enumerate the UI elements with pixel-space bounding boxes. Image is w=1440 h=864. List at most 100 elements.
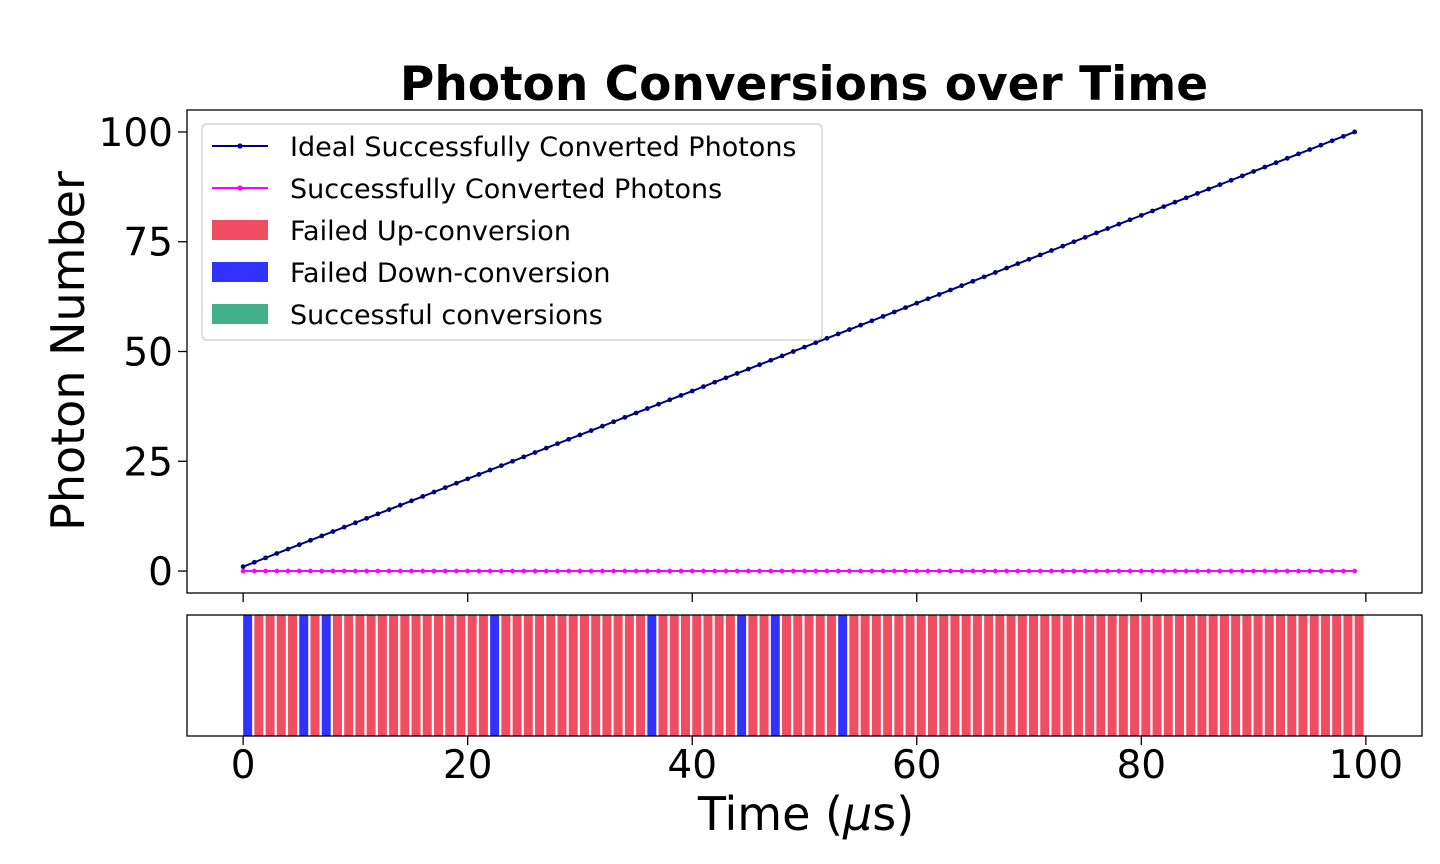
data-point bbox=[1217, 568, 1223, 574]
data-point bbox=[397, 568, 403, 574]
y-tick-label: 50 bbox=[123, 331, 173, 376]
data-point bbox=[566, 436, 572, 442]
x-tick-label: 20 bbox=[443, 743, 493, 788]
data-point bbox=[1049, 248, 1054, 253]
bar-failed-up-conversion bbox=[254, 615, 264, 736]
data-point bbox=[745, 366, 751, 372]
bar-failed-up-conversion bbox=[703, 615, 713, 736]
bar-failed-up-conversion bbox=[939, 615, 949, 736]
bar-failed-up-conversion bbox=[501, 615, 511, 736]
legend-label: Failed Down-conversion bbox=[290, 258, 611, 289]
data-point bbox=[1105, 568, 1111, 574]
data-point bbox=[577, 568, 583, 574]
data-point bbox=[869, 568, 875, 574]
bar-failed-up-conversion bbox=[434, 615, 443, 736]
bar-failed-up-conversion bbox=[860, 615, 870, 736]
data-point bbox=[600, 423, 605, 429]
bar-failed-up-conversion bbox=[916, 615, 926, 736]
data-point bbox=[296, 568, 302, 574]
bar-failed-up-conversion bbox=[681, 615, 690, 736]
data-point bbox=[712, 379, 718, 385]
data-point bbox=[992, 270, 998, 275]
data-point bbox=[1026, 256, 1032, 262]
data-point bbox=[1183, 568, 1189, 574]
data-point bbox=[1015, 261, 1021, 267]
data-point bbox=[375, 511, 381, 517]
bar-failed-up-conversion bbox=[961, 615, 971, 736]
legend-marker bbox=[237, 143, 243, 149]
data-point bbox=[1318, 142, 1324, 148]
data-point bbox=[1172, 199, 1178, 205]
bar-failed-up-conversion bbox=[1264, 615, 1274, 736]
bar-failed-up-conversion bbox=[748, 615, 758, 736]
data-point bbox=[1352, 568, 1358, 574]
y-axis-ticks: 0 25 50 75 100 bbox=[99, 111, 187, 595]
data-point bbox=[566, 568, 572, 574]
y-tick-label: 25 bbox=[123, 440, 173, 485]
main-x-axis-ticks bbox=[242, 593, 1367, 602]
y-axis-label: Photon Number bbox=[41, 171, 95, 531]
bar-failed-up-conversion bbox=[1029, 615, 1039, 736]
data-point bbox=[1004, 265, 1009, 271]
data-point bbox=[1150, 568, 1155, 574]
data-point bbox=[285, 546, 291, 552]
data-point bbox=[925, 296, 931, 302]
data-point bbox=[667, 397, 673, 403]
data-point bbox=[1206, 568, 1212, 574]
data-point bbox=[936, 568, 942, 574]
bar-failed-up-conversion bbox=[1186, 615, 1196, 736]
data-point bbox=[734, 568, 740, 574]
bar-failed-up-conversion bbox=[1298, 615, 1308, 736]
data-point bbox=[1341, 568, 1346, 574]
x-axis-ticks: 0 20 40 60 80 100 bbox=[231, 736, 1403, 788]
data-point bbox=[948, 568, 953, 574]
data-point bbox=[1195, 191, 1200, 196]
chart-title: Photon Conversions over Time bbox=[400, 57, 1208, 112]
data-point bbox=[824, 568, 830, 574]
legend-label: Successful conversions bbox=[290, 300, 603, 331]
data-point bbox=[555, 568, 560, 574]
bar-failed-up-conversion bbox=[422, 615, 432, 736]
bar-failed-up-conversion bbox=[1309, 615, 1319, 736]
bar-failed-up-conversion bbox=[950, 615, 960, 736]
data-point bbox=[1094, 568, 1099, 574]
data-point bbox=[1329, 138, 1335, 144]
legend-box bbox=[201, 123, 823, 341]
data-point bbox=[498, 463, 504, 469]
bar-failed-up-conversion bbox=[1242, 615, 1252, 736]
data-point bbox=[431, 568, 437, 574]
bar-failed-up-conversion bbox=[546, 615, 556, 736]
bar-failed-up-conversion bbox=[523, 615, 533, 736]
bar-failed-up-conversion bbox=[1152, 615, 1162, 736]
data-point bbox=[577, 432, 583, 438]
data-point bbox=[521, 568, 527, 574]
data-point bbox=[476, 472, 482, 477]
bar-failed-up-conversion bbox=[288, 615, 298, 736]
data-point bbox=[644, 568, 650, 574]
bar-failed-up-conversion bbox=[1096, 615, 1106, 736]
data-point bbox=[364, 515, 370, 521]
bar-failed-up-conversion bbox=[579, 615, 589, 736]
data-point bbox=[1262, 568, 1268, 574]
data-point bbox=[757, 362, 762, 368]
bar-failed-down-conversion bbox=[647, 615, 657, 736]
data-point bbox=[1239, 568, 1245, 574]
data-point bbox=[656, 401, 661, 407]
data-point bbox=[1251, 169, 1256, 174]
data-point bbox=[1082, 568, 1088, 574]
data-point bbox=[757, 568, 762, 574]
data-point bbox=[813, 340, 819, 346]
data-point bbox=[353, 520, 358, 526]
data-point bbox=[790, 349, 796, 354]
bar-failed-down-conversion bbox=[770, 615, 780, 736]
data-point bbox=[1071, 239, 1077, 245]
legend-marker bbox=[237, 185, 243, 191]
data-point bbox=[263, 555, 268, 561]
x-axis-label-suffix: s) bbox=[872, 787, 914, 841]
legend-label: Successfully Converted Photons bbox=[290, 174, 722, 205]
data-point bbox=[678, 568, 684, 574]
data-point bbox=[353, 568, 358, 574]
data-point bbox=[1060, 568, 1066, 574]
data-point bbox=[992, 568, 998, 574]
